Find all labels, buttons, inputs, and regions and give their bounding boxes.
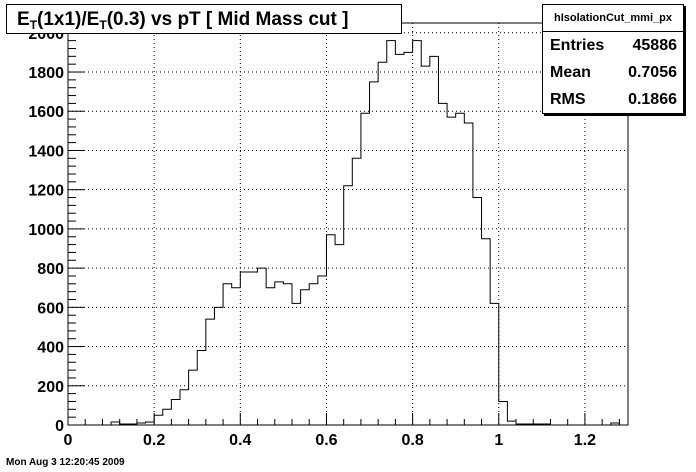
axis-layer: 0 0.2 0.4 0.6 0.8 1 1.2 0 200 400 600 800 1000 1200 14… (28, 24, 620, 449)
mean-value: 0.7056 (628, 64, 677, 81)
rms-value: 0.1866 (628, 91, 677, 108)
x-tick-label-0: 0 (64, 432, 73, 449)
histogram-name: hIsolationCut_mmi_px (543, 5, 683, 32)
title-e1: E (17, 9, 30, 30)
y-tick-label-0: 0 (55, 418, 64, 435)
x-tick-label-4: 0.8 (401, 432, 423, 449)
histogram-outline (68, 40, 628, 426)
y-tick-label-2: 400 (37, 340, 64, 357)
stats-row-rms: RMS 0.1866 (543, 86, 683, 113)
mean-label: Mean (550, 64, 591, 81)
y-tick-label-1: 200 (37, 379, 64, 396)
stats-row-mean: Mean 0.7056 (543, 59, 683, 86)
y-tick-label-7: 1400 (28, 143, 64, 160)
title-sub1: T (29, 18, 38, 32)
timestamp: Mon Aug 3 12:20:45 2009 (6, 457, 125, 468)
y-tick-label-9: 1800 (28, 65, 64, 82)
entries-label: Entries (550, 37, 605, 54)
y-tick-label-4: 800 (37, 261, 64, 278)
stats-box: hIsolationCut_mmi_px Entries 45886 Mean … (542, 4, 684, 114)
y-tick-label-5: 1000 (28, 222, 64, 239)
rms-label: RMS (550, 91, 586, 108)
chart-title: ET(1x1)/ET(0.3) vs pT [ Mid Mass cut ] (6, 4, 402, 34)
title-rest: (0.3) vs pT [ Mid Mass cut ] (106, 9, 349, 30)
x-tick-label-6: 1.2 (574, 432, 596, 449)
title-sub2: T (99, 18, 107, 32)
x-tick-label-3: 0.6 (315, 432, 337, 449)
x-tick-label-5: 1 (494, 432, 503, 449)
y-tick-label-3: 600 (37, 300, 64, 317)
title-mid: (1x1)/E (37, 9, 100, 30)
y-tick-label-8: 1600 (28, 104, 64, 121)
x-tick-label-1: 0.2 (143, 432, 165, 449)
stats-row-entries: Entries 45886 (543, 32, 683, 59)
y-tick-label-6: 1200 (28, 183, 64, 200)
x-tick-label-2: 0.4 (229, 432, 251, 449)
entries-value: 45886 (632, 37, 678, 54)
